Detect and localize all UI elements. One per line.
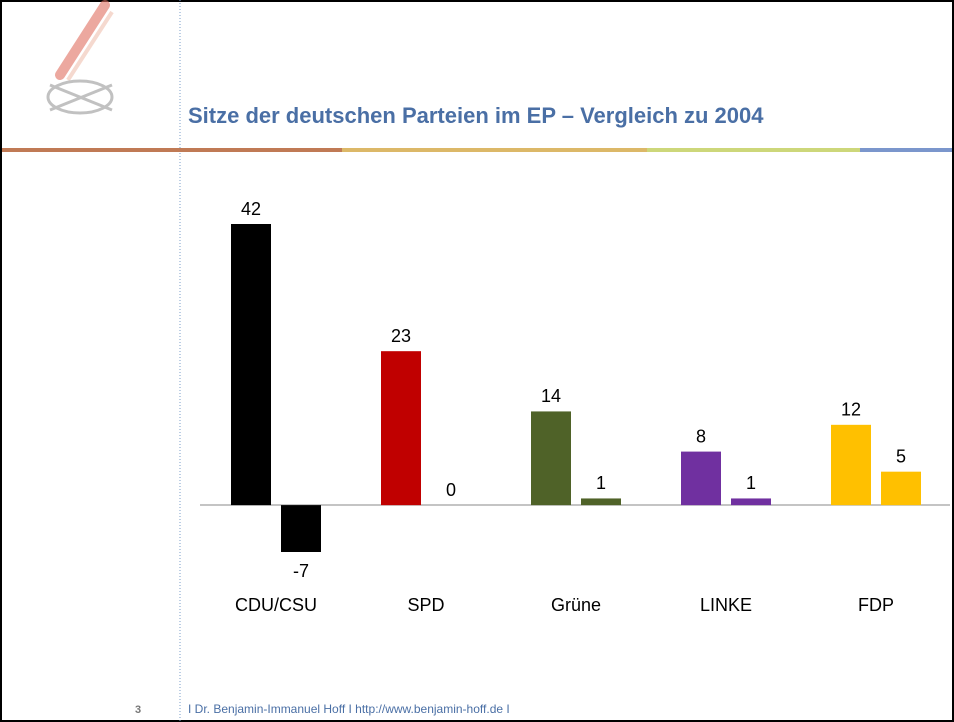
x-tick-label: Grüne (551, 595, 601, 615)
bar (831, 425, 871, 505)
chart-title: Sitze der deutschen Parteien im EP – Ver… (188, 103, 764, 128)
value-label: -7 (293, 561, 309, 581)
value-label: 23 (391, 326, 411, 346)
value-label: 0 (446, 480, 456, 500)
footer-text: I Dr. Benjamin-Immanuel Hoff I http://ww… (188, 702, 510, 716)
bar (881, 472, 921, 505)
bar (581, 498, 621, 505)
slide: Sitze der deutschen Parteien im EP – Ver… (0, 0, 954, 722)
value-label: 8 (696, 426, 706, 446)
bar (381, 351, 421, 505)
title-stripe (2, 148, 952, 152)
value-label: 1 (596, 473, 606, 493)
x-tick-label: SPD (407, 595, 444, 615)
value-label: 12 (841, 400, 861, 420)
value-label: 5 (896, 446, 906, 466)
x-tick-label: CDU/CSU (235, 595, 317, 615)
value-label: 14 (541, 386, 561, 406)
x-tick-label: FDP (858, 595, 894, 615)
bar (731, 498, 771, 505)
bar (281, 505, 321, 552)
bar (231, 224, 271, 505)
page-number: 3 (135, 704, 141, 716)
x-tick-label: LINKE (700, 595, 752, 615)
value-label: 1 (746, 473, 756, 493)
bar (681, 452, 721, 506)
value-label: 42 (241, 199, 261, 219)
bar (531, 411, 571, 505)
